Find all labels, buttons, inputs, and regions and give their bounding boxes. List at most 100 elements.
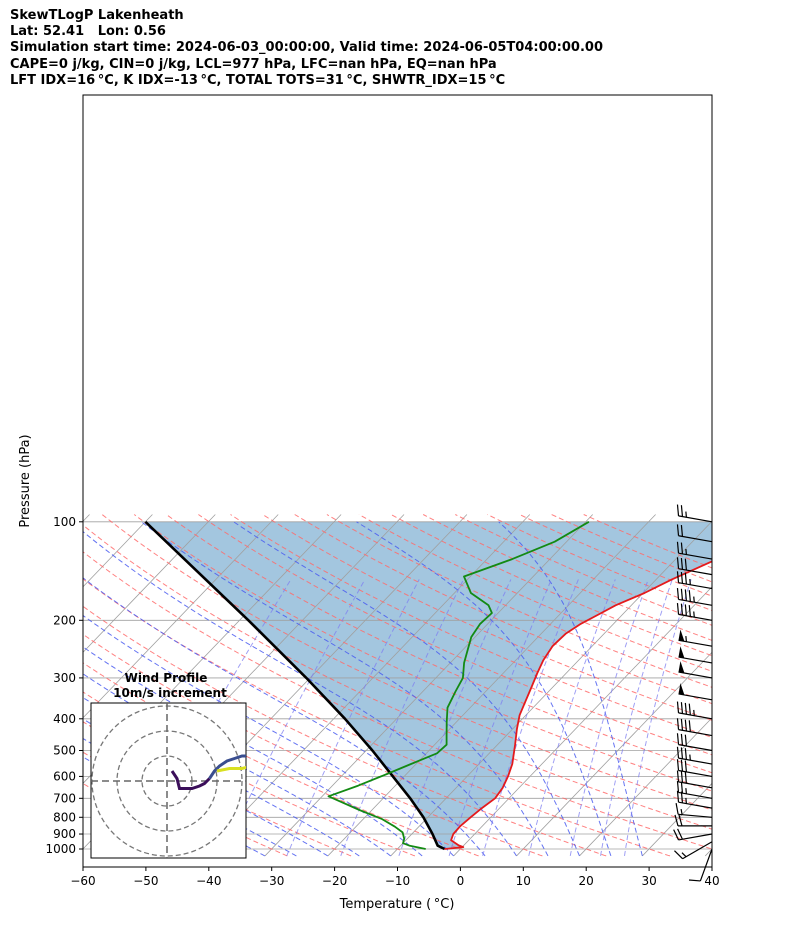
wind-barb	[676, 557, 713, 576]
dry-adiabat-line	[390, 514, 712, 657]
plot-area	[0, 514, 712, 857]
barb-staff	[678, 639, 713, 647]
barb-staff	[678, 598, 713, 606]
mixing-ratio-line	[482, 579, 579, 857]
temperature-profile-line	[444, 560, 712, 850]
x-tick-label: 40	[704, 874, 719, 888]
isotherm-line	[704, 848, 712, 857]
barb-full	[684, 748, 687, 760]
parcel-profile-line	[144, 520, 446, 851]
barb-full	[676, 541, 680, 554]
dewpoint-profile-line	[327, 521, 590, 850]
x-axis-ticks: −60 −50 −40 −30 −20 −10 0 10 20 30 40	[70, 867, 720, 888]
isotherm-line	[264, 514, 593, 857]
barb-full	[676, 781, 680, 793]
barb-staff	[678, 552, 713, 560]
wind-barb	[676, 746, 713, 765]
barb-full	[676, 790, 680, 803]
barb-full	[676, 504, 680, 516]
barb-staff	[678, 712, 713, 720]
wind-barb	[676, 770, 713, 789]
indices-text: LFT IDX=16 °C, K IDX=-13 °C, TOTAL TOTS=…	[10, 73, 506, 88]
wind-barb	[675, 803, 713, 818]
y-tick-label: 600	[53, 769, 76, 783]
barb-full	[684, 760, 687, 772]
barb-full	[677, 828, 683, 840]
barb-staff	[678, 813, 713, 818]
isotherm-line	[0, 515, 27, 856]
barb-full	[676, 770, 680, 782]
mixing-ratio-line	[528, 579, 616, 857]
barb-full	[680, 771, 684, 783]
barb-full	[675, 803, 679, 815]
barb-full	[680, 781, 684, 794]
barb-full	[673, 829, 680, 841]
mixing-ratio-line	[286, 579, 420, 857]
barb-full	[676, 746, 680, 759]
barb-full	[684, 719, 687, 732]
x-tick-label: −40	[196, 874, 221, 888]
isotherm-line	[390, 520, 712, 857]
barb-half	[685, 511, 687, 518]
y-tick-label: 500	[53, 744, 76, 758]
parameters-text: CAPE=0 j/kg, CIN=0 j/kg, LCL=977 hPa, LF…	[10, 57, 497, 72]
barb-full	[676, 588, 680, 600]
isotherm-line	[83, 514, 153, 588]
barb-staff	[678, 568, 713, 576]
y-tick-label: 100	[53, 515, 76, 529]
barb-full	[680, 525, 684, 537]
barb-full	[676, 733, 680, 745]
barb-full	[676, 524, 680, 536]
barb-half	[685, 797, 687, 804]
moist-adiabat-line	[233, 521, 580, 857]
wind-barb	[676, 588, 713, 606]
barb-full	[676, 571, 680, 583]
barb-staff	[678, 833, 713, 841]
barb-full	[684, 572, 687, 585]
wind-barb	[676, 759, 713, 778]
mixing-ratio-line	[398, 579, 512, 857]
barb-flag	[678, 646, 685, 659]
barb-staff	[678, 693, 713, 701]
barb-full	[688, 703, 691, 716]
barb-full	[680, 603, 684, 616]
barb-full	[688, 590, 691, 602]
barb-staff	[678, 791, 713, 799]
barb-full	[684, 604, 687, 616]
barb-full	[680, 571, 684, 584]
barb-staff	[682, 841, 713, 860]
mixing-ratio-line	[448, 579, 552, 857]
wind-barb	[688, 848, 713, 882]
barb-half	[685, 635, 687, 642]
barb-full	[680, 733, 684, 746]
moist-adiabat-line	[83, 673, 391, 857]
mixing-ratio-line	[340, 579, 464, 857]
barb-full	[676, 759, 680, 771]
y-tick-label: 700	[53, 791, 76, 805]
barb-half	[693, 596, 695, 603]
isotherm-line	[83, 514, 279, 719]
dry-adiabat-line	[133, 514, 712, 792]
location-text: Lat: 52.41 Lon: 0.56	[10, 24, 166, 39]
wind-barb	[676, 524, 713, 543]
barb-half	[681, 852, 687, 858]
wind-barb	[676, 602, 713, 621]
barb-staff	[678, 769, 713, 778]
y-tick-label: 200	[53, 613, 76, 627]
mixing-ratio-line	[600, 579, 673, 856]
wind-barb	[676, 718, 713, 737]
barb-full	[676, 718, 680, 730]
hodograph-plot	[91, 703, 246, 858]
barb-full	[680, 588, 684, 601]
barb-half	[689, 754, 691, 761]
wind-barb	[676, 504, 713, 523]
barb-flag	[678, 683, 685, 695]
barb-full	[688, 879, 701, 882]
mixing-ratio-line	[624, 579, 692, 856]
wind-barb	[674, 814, 712, 827]
moist-adiabat-line	[498, 521, 643, 856]
dry-adiabat-line	[83, 605, 607, 857]
barb-staff	[678, 757, 713, 765]
